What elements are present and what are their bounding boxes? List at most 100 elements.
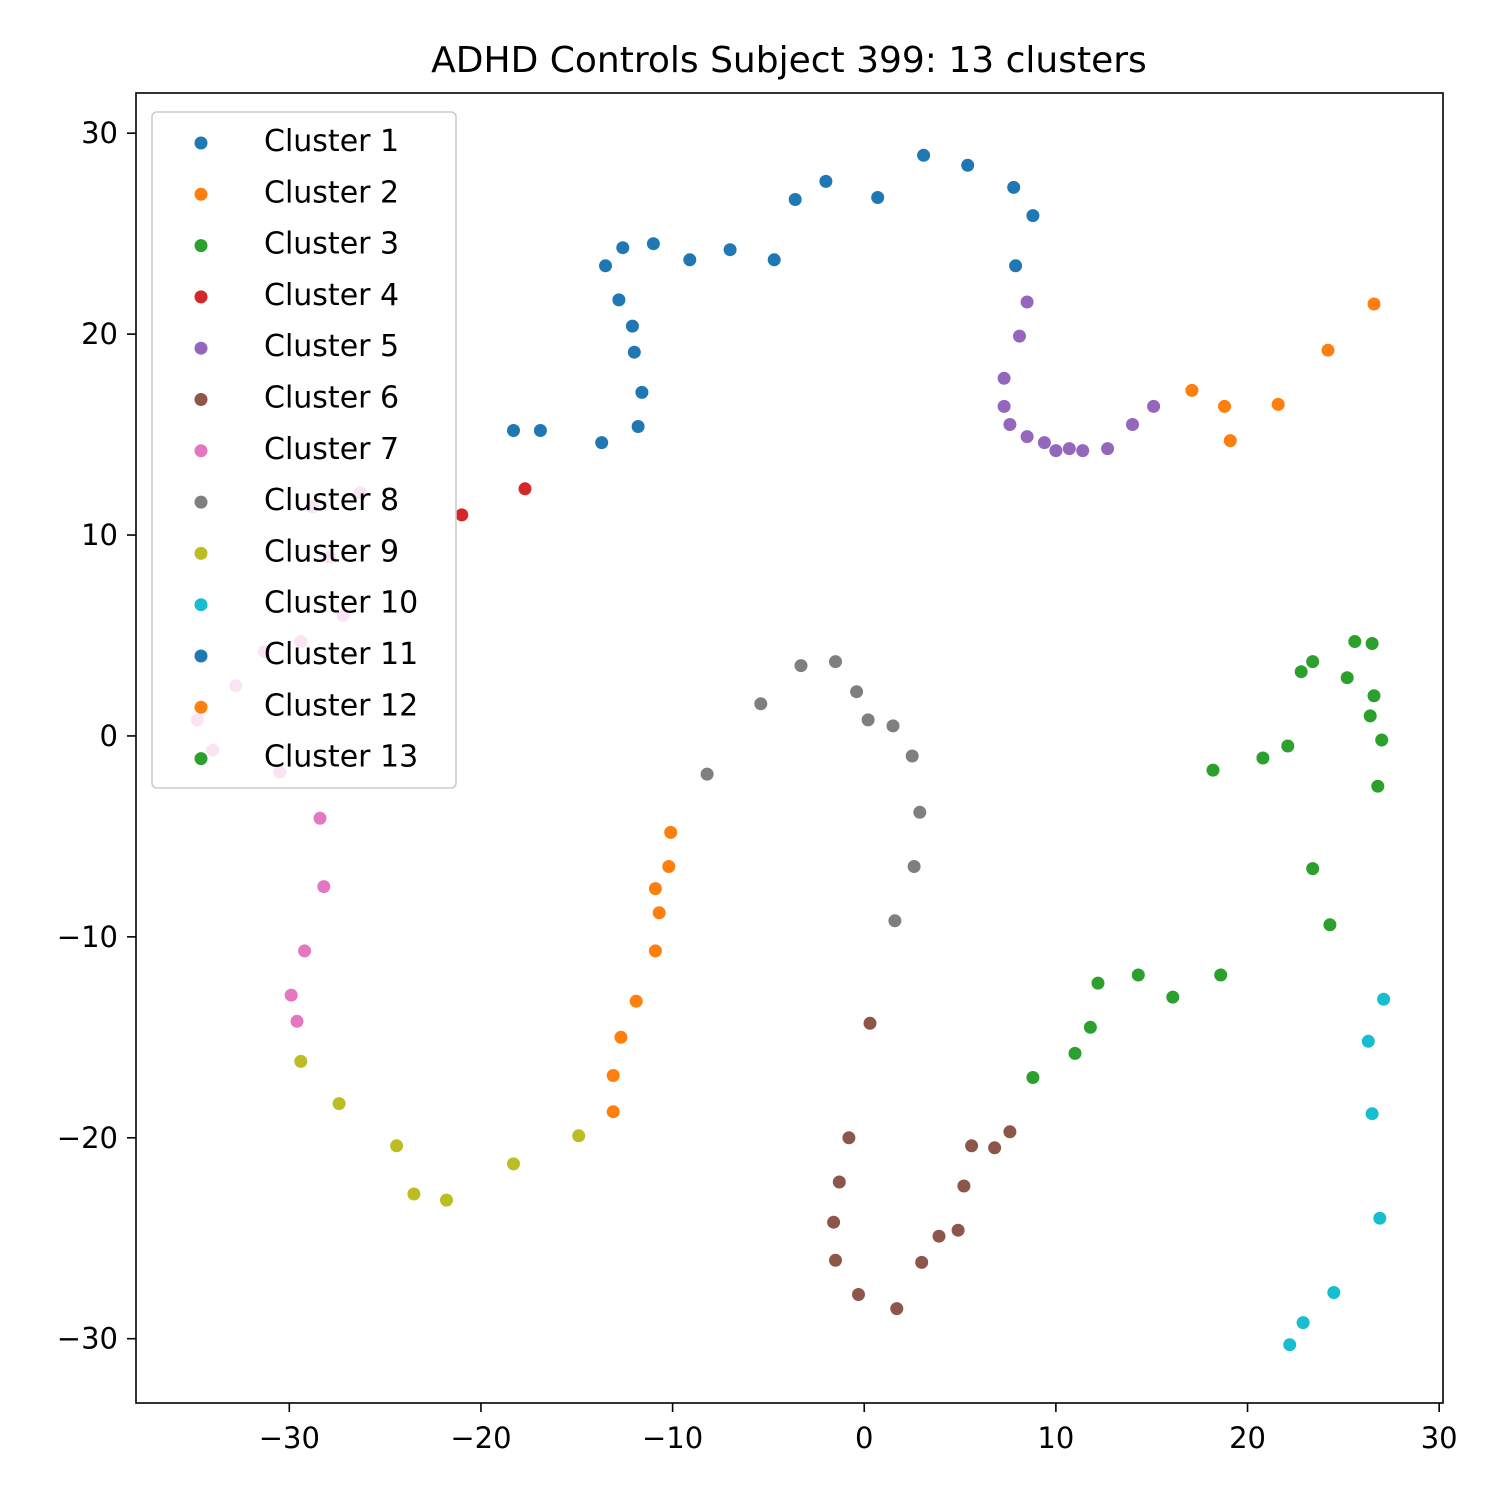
point-cluster-3-4 bbox=[1294, 665, 1308, 679]
y-axis: −30 −20 −10 0 10 20 30 bbox=[57, 116, 136, 1356]
point-cluster-8-3 bbox=[850, 685, 864, 699]
point-cluster-13-4 bbox=[1166, 990, 1180, 1004]
point-cluster-6-3 bbox=[832, 1175, 846, 1189]
point-cluster-9-3 bbox=[390, 1139, 404, 1153]
point-cluster-7-13 bbox=[298, 944, 312, 958]
point-cluster-12-2 bbox=[662, 860, 676, 873]
point-cluster-12-6 bbox=[629, 994, 643, 1008]
y-tick-label: −20 bbox=[57, 1121, 118, 1155]
point-cluster-8-10 bbox=[907, 860, 921, 873]
point-cluster-9-5 bbox=[440, 1193, 453, 1207]
point-cluster-5-11 bbox=[1101, 442, 1115, 456]
y-tick-label: 20 bbox=[81, 317, 118, 351]
point-cluster-1-11 bbox=[646, 237, 660, 251]
point-cluster-5-4 bbox=[997, 399, 1011, 413]
point-cluster-1-12 bbox=[683, 253, 697, 267]
legend: Cluster 1 Cluster 2 Cluster 3 Cluster 4 Clus… bbox=[151, 111, 457, 789]
point-cluster-2-5 bbox=[1271, 397, 1285, 411]
legend-label-cluster-7: Cluster 7 bbox=[264, 432, 399, 467]
point-cluster-10-3 bbox=[1365, 1107, 1379, 1121]
legend-marker-cluster-2 bbox=[194, 187, 208, 201]
point-cluster-8-5 bbox=[886, 719, 900, 733]
legend-marker-cluster-3 bbox=[194, 239, 208, 253]
point-cluster-9-6 bbox=[507, 1157, 520, 1171]
legend-label-cluster-12: Cluster 12 bbox=[264, 688, 418, 723]
point-cluster-1-18 bbox=[917, 148, 931, 162]
point-cluster-3-1 bbox=[1348, 635, 1362, 648]
point-cluster-6-10 bbox=[951, 1223, 965, 1237]
point-cluster-1-1 bbox=[507, 424, 520, 437]
point-cluster-13-1 bbox=[1131, 968, 1145, 982]
legend-marker-cluster-12 bbox=[194, 700, 208, 714]
point-cluster-3-9 bbox=[1281, 739, 1295, 753]
point-cluster-1-21 bbox=[1026, 209, 1040, 223]
point-cluster-6-2 bbox=[842, 1131, 856, 1145]
point-cluster-2-4 bbox=[1218, 399, 1231, 413]
point-cluster-5-12 bbox=[1126, 418, 1139, 431]
x-tick-label: 30 bbox=[1421, 1421, 1458, 1455]
point-cluster-6-8 bbox=[915, 1255, 929, 1269]
point-cluster-5-7 bbox=[1037, 436, 1051, 450]
point-cluster-6-9 bbox=[932, 1229, 946, 1243]
point-cluster-13-5 bbox=[1083, 1020, 1097, 1034]
point-cluster-3-14 bbox=[1323, 918, 1337, 932]
point-cluster-1-5 bbox=[635, 385, 649, 399]
legend-marker-cluster-11 bbox=[194, 649, 208, 663]
point-cluster-7-11 bbox=[313, 811, 327, 825]
point-cluster-5-10 bbox=[1076, 444, 1090, 458]
legend-label-cluster-1: Cluster 1 bbox=[264, 124, 399, 159]
legend-marker-cluster-10 bbox=[194, 598, 208, 612]
y-tick-label: 10 bbox=[81, 518, 118, 552]
x-tick-label: −20 bbox=[450, 1421, 511, 1455]
point-cluster-10-7 bbox=[1283, 1338, 1297, 1352]
point-cluster-5-8 bbox=[1049, 444, 1063, 458]
point-cluster-1-22 bbox=[1009, 259, 1023, 273]
point-cluster-12-3 bbox=[648, 882, 662, 896]
point-cluster-2-6 bbox=[1223, 434, 1237, 448]
x-tick-label: −10 bbox=[642, 1421, 703, 1455]
point-cluster-1-8 bbox=[612, 293, 626, 307]
point-cluster-10-2 bbox=[1361, 1034, 1375, 1048]
point-cluster-1-19 bbox=[961, 158, 975, 172]
x-tick-label: −30 bbox=[259, 1421, 320, 1455]
point-cluster-5-5 bbox=[1003, 418, 1017, 431]
legend-label-cluster-2: Cluster 2 bbox=[264, 175, 399, 210]
point-cluster-8-4 bbox=[861, 713, 875, 727]
chart-title: ADHD Controls Subject 399: 13 clusters bbox=[431, 40, 1147, 81]
legend-label-cluster-4: Cluster 4 bbox=[264, 278, 399, 313]
point-cluster-1-9 bbox=[599, 259, 612, 273]
point-cluster-3-12 bbox=[1371, 779, 1385, 793]
x-tick-label: 0 bbox=[855, 1421, 873, 1455]
point-cluster-13-3 bbox=[1091, 976, 1105, 990]
legend-label-cluster-5: Cluster 5 bbox=[264, 329, 399, 364]
legend-marker-cluster-9 bbox=[194, 546, 208, 560]
point-cluster-10-1 bbox=[1377, 992, 1391, 1006]
point-cluster-9-4 bbox=[407, 1187, 421, 1201]
point-cluster-12-8 bbox=[606, 1069, 620, 1082]
point-cluster-5-9 bbox=[1062, 442, 1076, 456]
point-cluster-3-6 bbox=[1367, 689, 1381, 703]
point-cluster-3-5 bbox=[1340, 671, 1354, 685]
point-cluster-5-3 bbox=[997, 371, 1011, 385]
point-cluster-1-17 bbox=[871, 191, 885, 204]
point-cluster-12-4 bbox=[652, 906, 666, 920]
point-cluster-7-15 bbox=[290, 1014, 304, 1028]
legend-label-cluster-13: Cluster 13 bbox=[264, 740, 418, 775]
point-cluster-8-8 bbox=[700, 767, 714, 781]
plot-frame bbox=[135, 92, 1444, 1404]
x-axis: −30 −20 −10 0 10 20 30 bbox=[259, 1403, 1458, 1455]
point-cluster-12-5 bbox=[648, 944, 662, 958]
point-cluster-8-7 bbox=[905, 749, 919, 763]
legend-marker-cluster-8 bbox=[194, 495, 208, 509]
point-cluster-13-2 bbox=[1214, 968, 1228, 982]
point-cluster-3-2 bbox=[1365, 637, 1379, 650]
point-cluster-2-3 bbox=[1185, 383, 1199, 397]
legend-marker-cluster-7 bbox=[194, 444, 208, 458]
y-tick-label: 0 bbox=[100, 719, 118, 753]
point-cluster-1-3 bbox=[595, 436, 609, 450]
point-cluster-5-1 bbox=[1020, 295, 1034, 309]
point-cluster-3-3 bbox=[1306, 655, 1320, 669]
point-cluster-5-2 bbox=[1013, 329, 1026, 343]
